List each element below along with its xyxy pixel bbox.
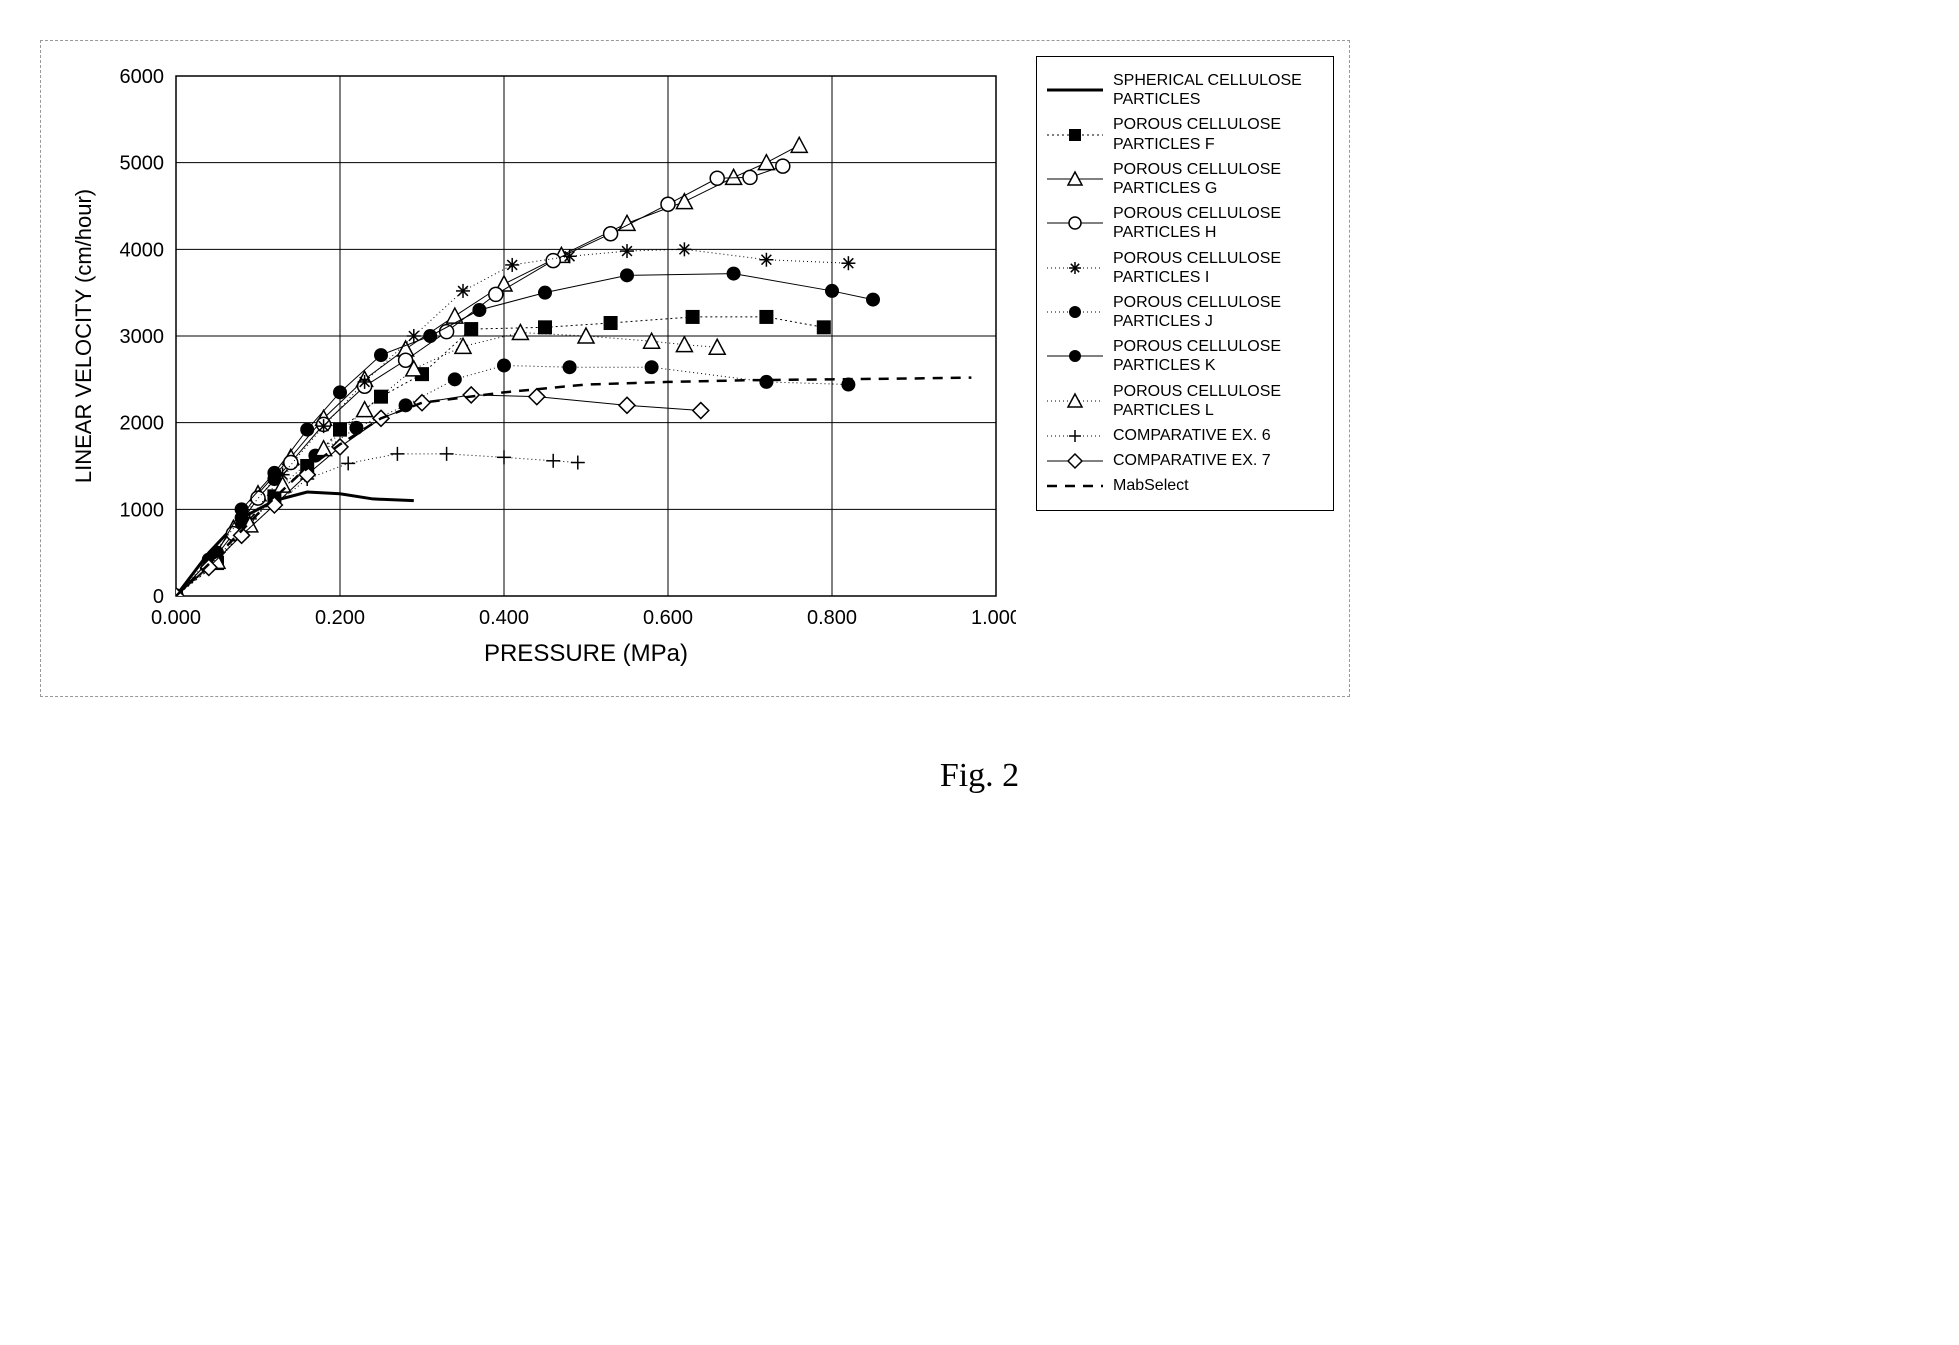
svg-text:PRESSURE (MPa): PRESSURE (MPa) bbox=[484, 640, 688, 667]
legend-label: POROUS CELLULOSEPARTICLES L bbox=[1113, 382, 1281, 420]
legend-label: SPHERICAL CELLULOSEPARTICLES bbox=[1113, 71, 1302, 109]
legend-item: POROUS CELLULOSEPARTICLES G bbox=[1045, 160, 1325, 198]
svg-text:1.000: 1.000 bbox=[971, 607, 1016, 629]
svg-text:4000: 4000 bbox=[120, 239, 165, 261]
svg-text:LINEAR VELOCITY (cm/hour): LINEAR VELOCITY (cm/hour) bbox=[71, 189, 96, 483]
svg-text:0.400: 0.400 bbox=[479, 607, 529, 629]
svg-text:3000: 3000 bbox=[120, 326, 165, 348]
legend-label: COMPARATIVE EX. 6 bbox=[1113, 426, 1271, 445]
legend-item: MabSelect bbox=[1045, 476, 1325, 495]
svg-text:6000: 6000 bbox=[120, 66, 165, 88]
svg-text:0: 0 bbox=[153, 586, 164, 608]
legend-item: POROUS CELLULOSEPARTICLES K bbox=[1045, 337, 1325, 375]
svg-text:2000: 2000 bbox=[120, 413, 165, 435]
legend-label: MabSelect bbox=[1113, 476, 1189, 495]
legend-item: POROUS CELLULOSEPARTICLES J bbox=[1045, 293, 1325, 331]
svg-text:0.800: 0.800 bbox=[807, 607, 857, 629]
svg-text:1000: 1000 bbox=[120, 499, 165, 521]
svg-text:5000: 5000 bbox=[120, 153, 165, 175]
chart-wrap: 0 1000 2000 3000 4000 5000 6000 0.000 0.200 0.400… bbox=[56, 56, 1334, 681]
legend: SPHERICAL CELLULOSEPARTICLES POROUS CELLU… bbox=[1036, 56, 1334, 511]
legend-label: POROUS CELLULOSEPARTICLES K bbox=[1113, 337, 1281, 375]
legend-item: SPHERICAL CELLULOSEPARTICLES bbox=[1045, 71, 1325, 109]
legend-label: POROUS CELLULOSEPARTICLES J bbox=[1113, 293, 1281, 331]
figure-container: 0 1000 2000 3000 4000 5000 6000 0.000 0.200 0.400… bbox=[40, 40, 1350, 697]
legend-label: POROUS CELLULOSEPARTICLES H bbox=[1113, 204, 1281, 242]
legend-item: POROUS CELLULOSEPARTICLES H bbox=[1045, 204, 1325, 242]
legend-label: COMPARATIVE EX. 7 bbox=[1113, 451, 1271, 470]
svg-text:0.200: 0.200 bbox=[315, 607, 365, 629]
legend-item: POROUS CELLULOSEPARTICLES F bbox=[1045, 115, 1325, 153]
figure-caption: Fig. 2 bbox=[40, 757, 1919, 795]
legend-label: POROUS CELLULOSEPARTICLES I bbox=[1113, 249, 1281, 287]
legend-item: COMPARATIVE EX. 7 bbox=[1045, 451, 1325, 470]
svg-text:0.000: 0.000 bbox=[151, 607, 201, 629]
svg-text:0.600: 0.600 bbox=[643, 607, 693, 629]
legend-item: POROUS CELLULOSEPARTICLES I bbox=[1045, 249, 1325, 287]
legend-item: POROUS CELLULOSEPARTICLES L bbox=[1045, 382, 1325, 420]
legend-item: COMPARATIVE EX. 6 bbox=[1045, 426, 1325, 445]
chart-area: 0 1000 2000 3000 4000 5000 6000 0.000 0.200 0.400… bbox=[56, 56, 1016, 681]
legend-label: POROUS CELLULOSEPARTICLES G bbox=[1113, 160, 1281, 198]
chart-svg: 0 1000 2000 3000 4000 5000 6000 0.000 0.200 0.400… bbox=[56, 56, 1016, 676]
legend-label: POROUS CELLULOSEPARTICLES F bbox=[1113, 115, 1281, 153]
